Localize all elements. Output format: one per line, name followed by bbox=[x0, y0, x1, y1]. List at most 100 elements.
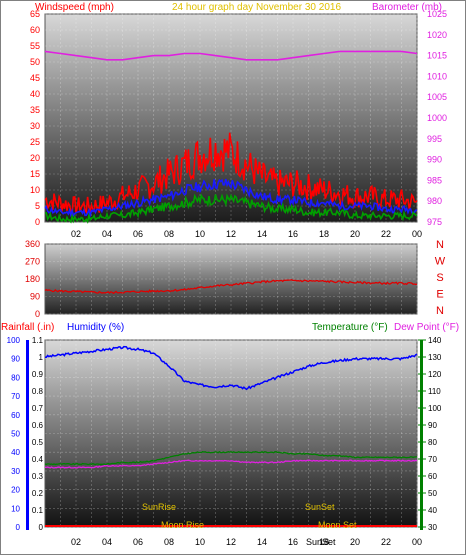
direction-letter-label: W bbox=[435, 256, 446, 268]
windspeed-tick-label: 10 bbox=[30, 185, 40, 195]
direction-tick-label: 0 bbox=[35, 309, 40, 319]
direction-tick-label: 270 bbox=[25, 257, 40, 267]
x-tick-label: 20 bbox=[350, 229, 360, 239]
dewpoint-series-line bbox=[44, 459, 418, 469]
x-tick-label: 00 bbox=[412, 229, 422, 239]
temperature-series-line bbox=[44, 450, 418, 466]
windspeed-tick-label: 15 bbox=[30, 169, 40, 179]
humidity-axis-bar bbox=[26, 340, 29, 530]
x-tick-label: 10 bbox=[195, 537, 205, 547]
windspeed-tick-label: 50 bbox=[30, 57, 40, 67]
chart-title: 24 hour graph day November 30 2016 bbox=[172, 2, 341, 13]
x-tick-label: 16 bbox=[288, 229, 298, 239]
temperature-tick-label: 100 bbox=[428, 404, 442, 413]
barometer-axis-title: Barometer (mb) bbox=[372, 2, 442, 13]
sunset-label: SunSet bbox=[305, 502, 335, 512]
rainfall-tick-label: 1 bbox=[39, 353, 44, 362]
dewpoint-axis-title: Dew Point (°F) bbox=[394, 322, 459, 333]
temperature-tick-label: 110 bbox=[428, 387, 441, 396]
barometer-tick-label: 995 bbox=[427, 134, 442, 144]
humidity-tick-label: 100 bbox=[7, 336, 21, 345]
temperature-tick-label: 60 bbox=[428, 472, 437, 481]
x-tick-label: 04 bbox=[102, 229, 112, 239]
x-tick-label: 08 bbox=[164, 537, 174, 547]
x-tick-label: 22 bbox=[381, 229, 391, 239]
barometer-tick-label: 1015 bbox=[427, 51, 447, 61]
x-tick-label: 16 bbox=[288, 537, 298, 547]
x-tick-label: 02 bbox=[71, 537, 81, 547]
barometer-tick-label: 985 bbox=[427, 175, 442, 185]
x-tick-label: 18 bbox=[319, 537, 329, 547]
rainfall-tick-label: 1.1 bbox=[32, 336, 44, 345]
x-tick-label: 08 bbox=[164, 229, 174, 239]
rainfall-tick-label: 0.9 bbox=[32, 370, 44, 379]
humidity-tick-label: 80 bbox=[11, 373, 20, 382]
direction-letter-label: N bbox=[436, 305, 444, 317]
direction-series-line bbox=[44, 279, 418, 295]
x-tick-label: 06 bbox=[133, 537, 143, 547]
humidity-tick-label: 30 bbox=[11, 467, 20, 476]
barometer-series-line bbox=[44, 50, 418, 61]
temperature-axis-bar bbox=[420, 340, 423, 530]
humidity-tick-label: 60 bbox=[11, 411, 20, 420]
windspeed-tick-label: 5 bbox=[35, 201, 40, 211]
temperature-tick-label: 40 bbox=[428, 506, 437, 515]
rainfall-tick-label: 0.3 bbox=[32, 472, 44, 481]
x-tick-label: 04 bbox=[102, 537, 112, 547]
temperature-tick-label: 120 bbox=[428, 370, 442, 379]
x-tick-label: 10 bbox=[195, 229, 205, 239]
barometer-tick-label: 1020 bbox=[427, 30, 447, 40]
barometer-tick-label: 975 bbox=[427, 217, 442, 227]
temperature-tick-label: 30 bbox=[428, 523, 437, 532]
temperature-tick-label: 130 bbox=[428, 353, 442, 362]
x-tick-label: 22 bbox=[381, 537, 391, 547]
windspeed-tick-label: 60 bbox=[30, 25, 40, 35]
windspeed-tick-label: 40 bbox=[30, 89, 40, 99]
windspeed-avg-series-line bbox=[44, 178, 418, 218]
rainfall-tick-label: 0.5 bbox=[32, 438, 44, 447]
windspeed-tick-label: 55 bbox=[30, 41, 40, 51]
rainfall-tick-label: 0.1 bbox=[32, 506, 44, 515]
moonrise-label: Moon Rise bbox=[161, 520, 204, 530]
rainfall-axis-title: Rainfall (.in) bbox=[1, 322, 54, 333]
humidity-tick-label: 70 bbox=[11, 392, 20, 401]
humidity-axis-title: Humidity (%) bbox=[67, 322, 124, 333]
sunset-axis-label: SunSet bbox=[306, 537, 336, 547]
barometer-tick-label: 980 bbox=[427, 196, 442, 206]
x-tick-label: 12 bbox=[226, 537, 236, 547]
windspeed-tick-label: 25 bbox=[30, 137, 40, 147]
windspeed-tick-label: 20 bbox=[30, 153, 40, 163]
humidity-tick-label: 20 bbox=[11, 486, 20, 495]
windspeed-axis-title: Windspeed (mph) bbox=[35, 2, 114, 13]
barometer-tick-label: 1010 bbox=[427, 71, 447, 81]
direction-plot-area bbox=[44, 243, 418, 315]
x-tick-label: 18 bbox=[319, 229, 329, 239]
rainfall-tick-label: 0.7 bbox=[32, 404, 44, 413]
temperature-tick-label: 90 bbox=[428, 421, 437, 430]
x-tick-label: 06 bbox=[133, 229, 143, 239]
direction-tick-label: 360 bbox=[25, 239, 40, 249]
humidity-plot-area bbox=[44, 339, 418, 528]
barometer-tick-label: 1025 bbox=[427, 9, 447, 19]
humidity-tick-label: 10 bbox=[11, 504, 20, 513]
x-tick-label: 14 bbox=[257, 537, 267, 547]
humidity-tick-label: 90 bbox=[11, 355, 20, 364]
windspeed-low-series-line bbox=[45, 193, 418, 224]
rainfall-tick-label: 0 bbox=[39, 523, 44, 532]
x-tick-label: 14 bbox=[257, 229, 267, 239]
direction-tick-label: 90 bbox=[30, 292, 40, 302]
direction-tick-label: 180 bbox=[25, 274, 40, 284]
humidity-tick-label: 50 bbox=[11, 430, 20, 439]
temperature-tick-label: 140 bbox=[428, 336, 442, 345]
temperature-tick-label: 50 bbox=[428, 489, 437, 498]
windspeed-tick-label: 65 bbox=[30, 9, 40, 19]
rainfall-tick-label: 0.6 bbox=[32, 421, 44, 430]
direction-letter-label: E bbox=[436, 289, 443, 301]
rainfall-tick-label: 0.8 bbox=[32, 387, 44, 396]
windspeed-tick-label: 0 bbox=[35, 217, 40, 227]
windspeed-tick-label: 45 bbox=[30, 73, 40, 83]
temperature-tick-label: 80 bbox=[428, 438, 437, 447]
barometer-tick-label: 1000 bbox=[427, 113, 447, 123]
